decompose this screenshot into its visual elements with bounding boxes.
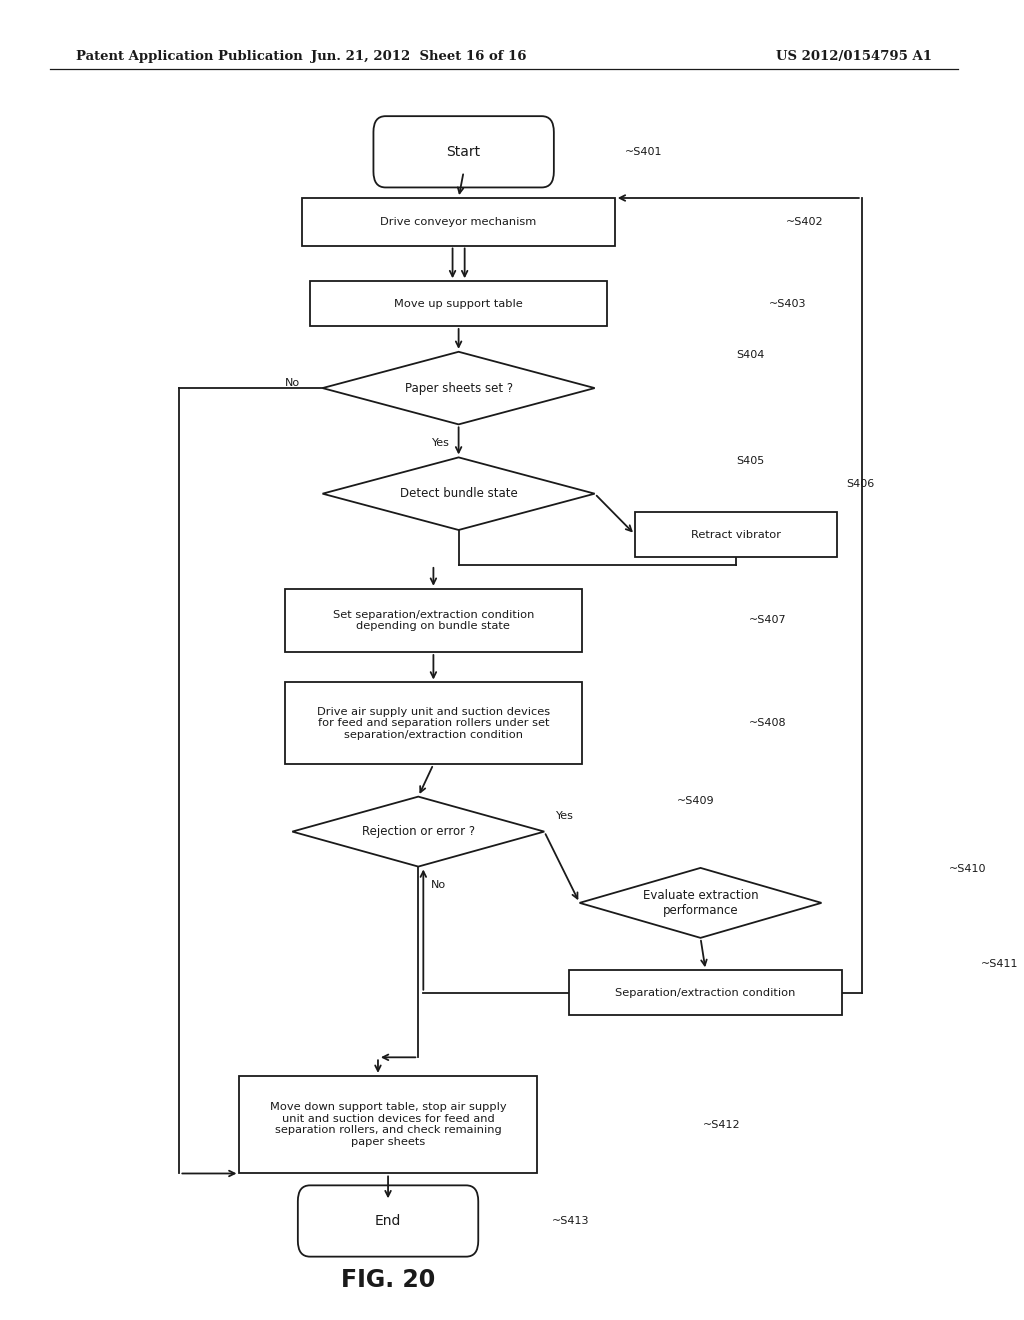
Text: ~S401: ~S401 [625, 147, 662, 157]
Text: Jun. 21, 2012  Sheet 16 of 16: Jun. 21, 2012 Sheet 16 of 16 [310, 50, 526, 63]
Text: ~S403: ~S403 [769, 298, 806, 309]
Text: Yes: Yes [431, 438, 450, 447]
Text: S406: S406 [847, 479, 874, 490]
Bar [285, 589, 582, 652]
Text: ~S407: ~S407 [749, 615, 786, 626]
Text: Paper sheets set ?: Paper sheets set ? [404, 381, 513, 395]
Text: Separation/extraction condition: Separation/extraction condition [615, 987, 796, 998]
Text: Yes: Yes [556, 810, 574, 821]
Text: S405: S405 [736, 455, 764, 466]
Text: ~S409: ~S409 [677, 796, 715, 807]
Text: ~S402: ~S402 [786, 216, 824, 227]
Text: ~S411: ~S411 [981, 958, 1018, 969]
Text: S404: S404 [736, 350, 764, 360]
Polygon shape [580, 869, 821, 937]
Text: Drive air supply unit and suction devices
for feed and separation rollers under : Drive air supply unit and suction device… [316, 706, 550, 741]
Text: Rejection or error ?: Rejection or error ? [361, 825, 475, 838]
Text: Retract vibrator: Retract vibrator [691, 529, 780, 540]
Text: ~S413: ~S413 [552, 1216, 590, 1226]
Polygon shape [323, 458, 595, 529]
Text: Detect bundle state: Detect bundle state [399, 487, 517, 500]
Text: ~S410: ~S410 [948, 863, 986, 874]
Text: End: End [375, 1214, 401, 1228]
Text: Set separation/extraction condition
depending on bundle state: Set separation/extraction condition depe… [333, 610, 535, 631]
Text: Move up support table: Move up support table [394, 298, 523, 309]
FancyBboxPatch shape [374, 116, 554, 187]
Text: No: No [286, 378, 300, 388]
Text: ~S408: ~S408 [749, 718, 786, 729]
Bar [285, 682, 582, 764]
Polygon shape [323, 352, 595, 425]
Bar [240, 1076, 537, 1173]
Bar [310, 281, 607, 326]
Text: US 2012/0154795 A1: US 2012/0154795 A1 [776, 50, 932, 63]
Text: No: No [431, 880, 446, 890]
Polygon shape [292, 796, 545, 867]
Text: Move down support table, stop air supply
unit and suction devices for feed and
s: Move down support table, stop air supply… [269, 1102, 506, 1147]
Text: Patent Application Publication: Patent Application Publication [76, 50, 302, 63]
Text: ~S412: ~S412 [703, 1119, 740, 1130]
Bar [569, 970, 842, 1015]
FancyBboxPatch shape [298, 1185, 478, 1257]
Text: FIG. 20: FIG. 20 [341, 1269, 435, 1292]
Text: Start: Start [446, 145, 480, 158]
Bar [302, 198, 614, 246]
Text: Evaluate extraction
performance: Evaluate extraction performance [643, 888, 759, 917]
Text: Drive conveyor mechanism: Drive conveyor mechanism [381, 216, 537, 227]
Bar [635, 512, 837, 557]
